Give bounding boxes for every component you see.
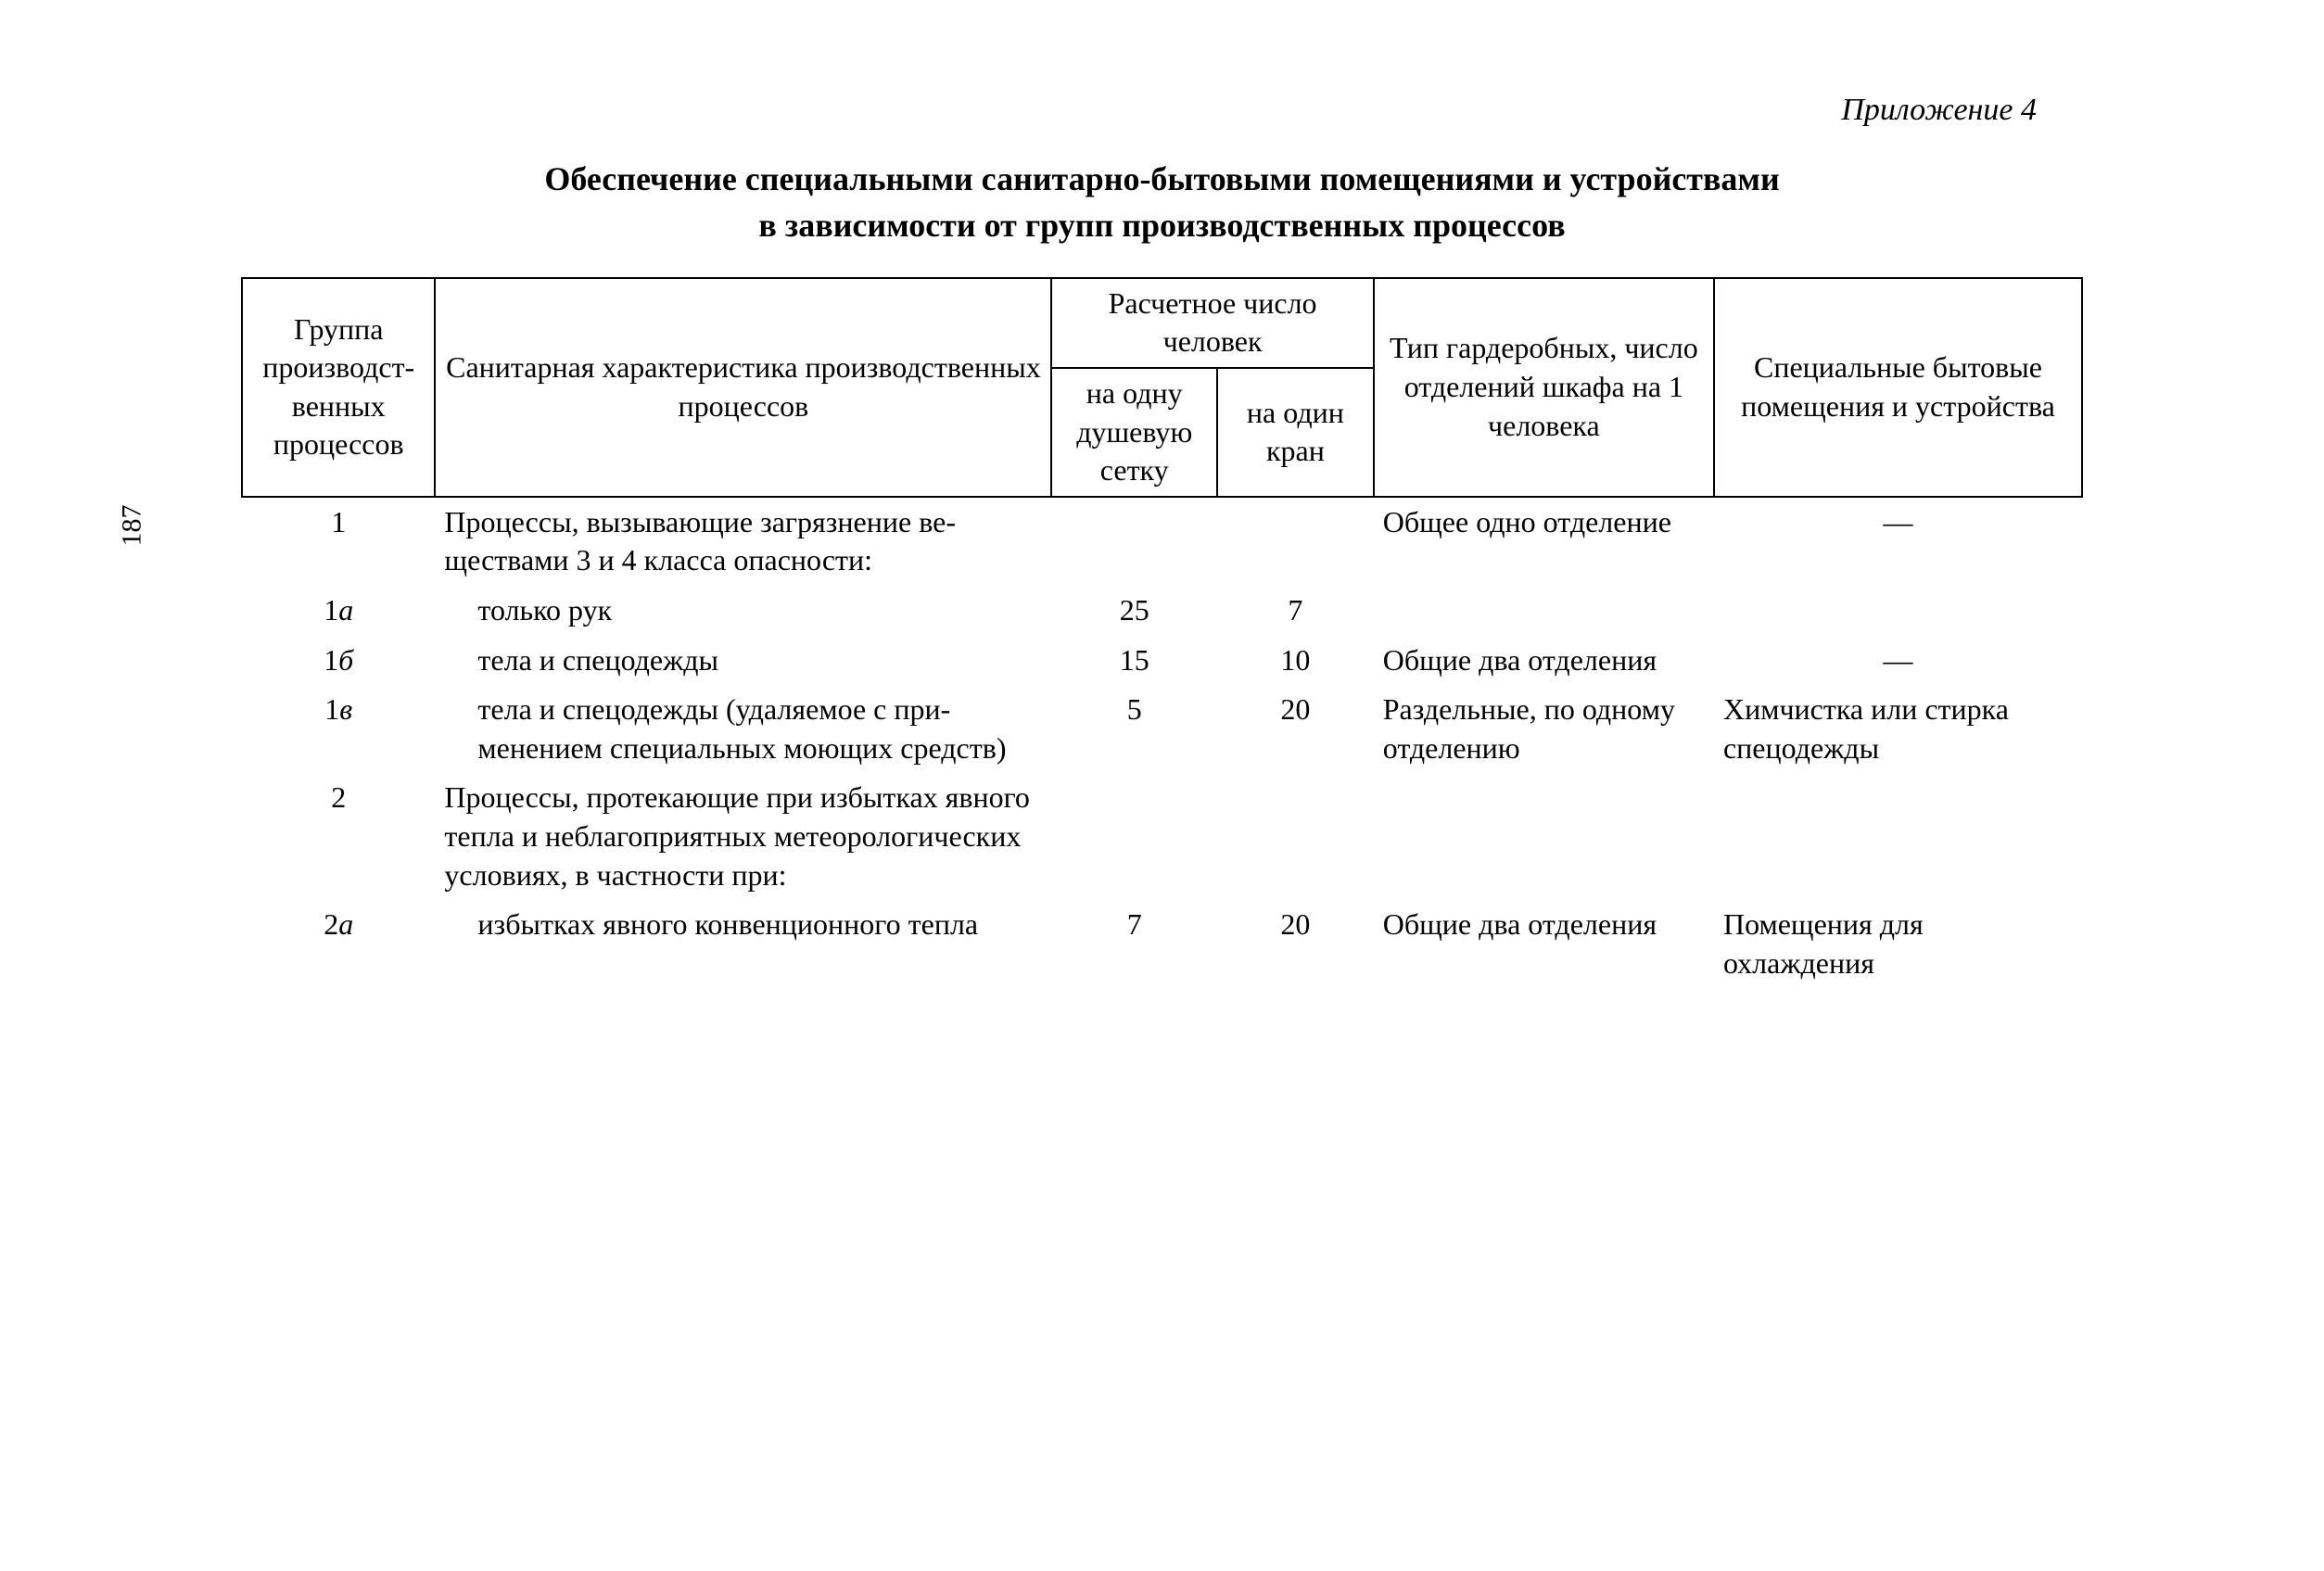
page-number: 187: [117, 505, 148, 547]
header-desc: Санитарная характеристика производственн…: [435, 278, 1051, 497]
title-line-2: в зависимости от групп производственных …: [758, 207, 1565, 244]
cell-special: Химчистка или стирка спец­одежды: [1714, 685, 2082, 773]
cell-tap: [1217, 773, 1374, 900]
cell-shower: 7: [1051, 900, 1217, 988]
cell-special: Помещения для охлаждения: [1714, 900, 2082, 988]
cell-desc: только рук: [435, 586, 1051, 636]
sanitary-table: Группа произ­водст­венных процес­сов Сан…: [241, 277, 2083, 989]
cell-desc: избытках явного конвенционного тепла: [435, 900, 1051, 988]
cell-wardrobe: Общие два от­деления: [1374, 636, 1714, 686]
cell-desc: Процессы, протекающие при избытках явног…: [435, 773, 1051, 900]
cell-group: 2: [242, 773, 435, 900]
cell-wardrobe: Раздельные, по одному отделе­нию: [1374, 685, 1714, 773]
header-count-span: Расчетное число человек: [1051, 278, 1373, 368]
cell-shower: 15: [1051, 636, 1217, 686]
table-row: 1втела и спецодежды (удаляемое с при­мен…: [242, 685, 2082, 773]
header-group: Группа произ­водст­венных процес­сов: [242, 278, 435, 497]
cell-wardrobe: Общие два от­деления: [1374, 900, 1714, 988]
cell-tap: 20: [1217, 685, 1374, 773]
table-header: Группа произ­водст­венных процес­сов Сан…: [242, 278, 2082, 497]
cell-desc: Процессы, вызывающие загрязнение ве­щест…: [435, 497, 1051, 586]
appendix-label: Приложение 4: [241, 93, 2083, 128]
cell-special: [1714, 773, 2082, 900]
cell-group: 1: [242, 497, 435, 586]
cell-group: 2а: [242, 900, 435, 988]
table-row: 1бтела и спецодежды1510Общие два от­деле…: [242, 636, 2082, 686]
cell-group: 1б: [242, 636, 435, 686]
cell-shower: [1051, 497, 1217, 586]
cell-tap: 7: [1217, 586, 1374, 636]
header-special: Специальные бытовые помещения и устройст…: [1714, 278, 2082, 497]
table-body: 1Процессы, вызывающие загрязнение ве­щес…: [242, 497, 2082, 989]
header-wardrobe: Тип гардероб­ных, число от­делений шкафа…: [1374, 278, 1714, 497]
cell-desc: тела и спецодежды (удаляемое с при­менен…: [435, 685, 1051, 773]
cell-tap: 20: [1217, 900, 1374, 988]
table-row: 2Процессы, протекающие при избытках явно…: [242, 773, 2082, 900]
table-row: 2аизбытках явного конвенционного тепла72…: [242, 900, 2082, 988]
cell-group: 1в: [242, 685, 435, 773]
cell-shower: 5: [1051, 685, 1217, 773]
cell-tap: 10: [1217, 636, 1374, 686]
document-page: 187 Приложение 4 Обеспечение специальным…: [0, 0, 2324, 1571]
cell-shower: [1051, 773, 1217, 900]
table-row: 1Процессы, вызывающие загрязнение ве­щес…: [242, 497, 2082, 586]
cell-wardrobe: Общее одно от­деление: [1374, 497, 1714, 586]
header-shower: на одну душевую сетку: [1051, 368, 1217, 497]
table-row: 1атолько рук257: [242, 586, 2082, 636]
cell-desc: тела и спецодежды: [435, 636, 1051, 686]
cell-wardrobe: [1374, 773, 1714, 900]
cell-wardrobe: [1374, 586, 1714, 636]
document-title: Обеспечение специальными санитарно-бытов…: [241, 156, 2083, 249]
header-tap: на один кран: [1217, 368, 1374, 497]
title-line-1: Обеспечение специальными санитарно-бытов…: [544, 160, 1779, 197]
cell-special: —: [1714, 497, 2082, 586]
cell-tap: [1217, 497, 1374, 586]
cell-special: [1714, 586, 2082, 636]
cell-special: —: [1714, 636, 2082, 686]
cell-shower: 25: [1051, 586, 1217, 636]
cell-group: 1а: [242, 586, 435, 636]
